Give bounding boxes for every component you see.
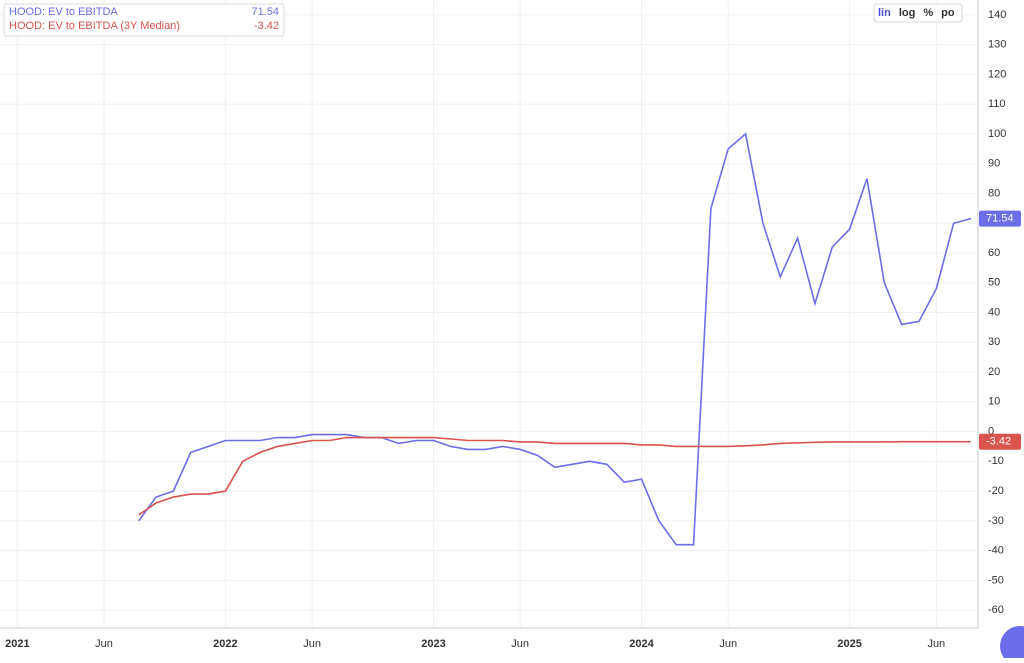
y-tick-label: 50 bbox=[988, 277, 1000, 289]
x-tick-label: 2025 bbox=[837, 638, 861, 650]
scale-controls bbox=[873, 3, 963, 23]
scale-button[interactable]: log bbox=[899, 7, 916, 19]
x-tick-label: Jun bbox=[303, 638, 321, 650]
series-line bbox=[138, 436, 972, 516]
legend-label: HOOD: EV to EBITDA bbox=[9, 6, 118, 18]
x-tick-label: Jun bbox=[511, 638, 529, 650]
y-tick-label: 40 bbox=[988, 306, 1000, 318]
last-value-label: 71.54 bbox=[986, 213, 1014, 225]
y-tick-label: 110 bbox=[988, 98, 1006, 110]
y-tick-label: 10 bbox=[988, 396, 1000, 408]
x-tick-label: 2023 bbox=[421, 638, 445, 650]
y-tick-label: 0 bbox=[988, 425, 994, 437]
y-tick-label: 130 bbox=[988, 39, 1006, 51]
y-tick-label: 140 bbox=[988, 9, 1006, 21]
scale-button[interactable]: lin bbox=[878, 7, 891, 19]
last-value-label: -3.42 bbox=[986, 436, 1011, 448]
x-tick-label: Jun bbox=[927, 638, 945, 650]
legend-value: -3.42 bbox=[254, 20, 279, 32]
y-tick-label: 100 bbox=[988, 128, 1006, 140]
y-tick-label: -60 bbox=[988, 604, 1004, 616]
legend-box bbox=[3, 3, 285, 37]
y-tick-label: -20 bbox=[988, 485, 1004, 497]
scale-button[interactable]: po bbox=[941, 7, 955, 19]
chat-button[interactable] bbox=[1000, 626, 1024, 663]
legend-label: HOOD: EV to EBITDA (3Y Median) bbox=[9, 20, 180, 32]
x-tick-label: 2022 bbox=[213, 638, 237, 650]
last-value-badge bbox=[979, 433, 1021, 450]
legend-value: 71.54 bbox=[251, 6, 279, 18]
y-tick-label: 90 bbox=[988, 158, 1000, 170]
x-tick-label: Jun bbox=[719, 638, 737, 650]
y-tick-label: 80 bbox=[988, 187, 1000, 199]
y-tick-label: -10 bbox=[988, 455, 1004, 467]
y-tick-label: -30 bbox=[988, 515, 1004, 527]
last-value-badge bbox=[979, 210, 1021, 227]
y-tick-label: 120 bbox=[988, 68, 1006, 80]
x-tick-label: Jun bbox=[95, 638, 113, 650]
x-tick-label: 2024 bbox=[629, 638, 654, 650]
scale-button[interactable]: % bbox=[923, 7, 933, 19]
y-tick-label: -50 bbox=[988, 574, 1004, 586]
y-tick-label: -40 bbox=[988, 545, 1004, 557]
y-tick-label: 20 bbox=[988, 366, 1000, 378]
x-tick-label: 2021 bbox=[5, 638, 29, 650]
y-tick-label: 60 bbox=[988, 247, 1000, 259]
y-tick-label: 30 bbox=[988, 336, 1000, 348]
series-line bbox=[138, 132, 972, 546]
